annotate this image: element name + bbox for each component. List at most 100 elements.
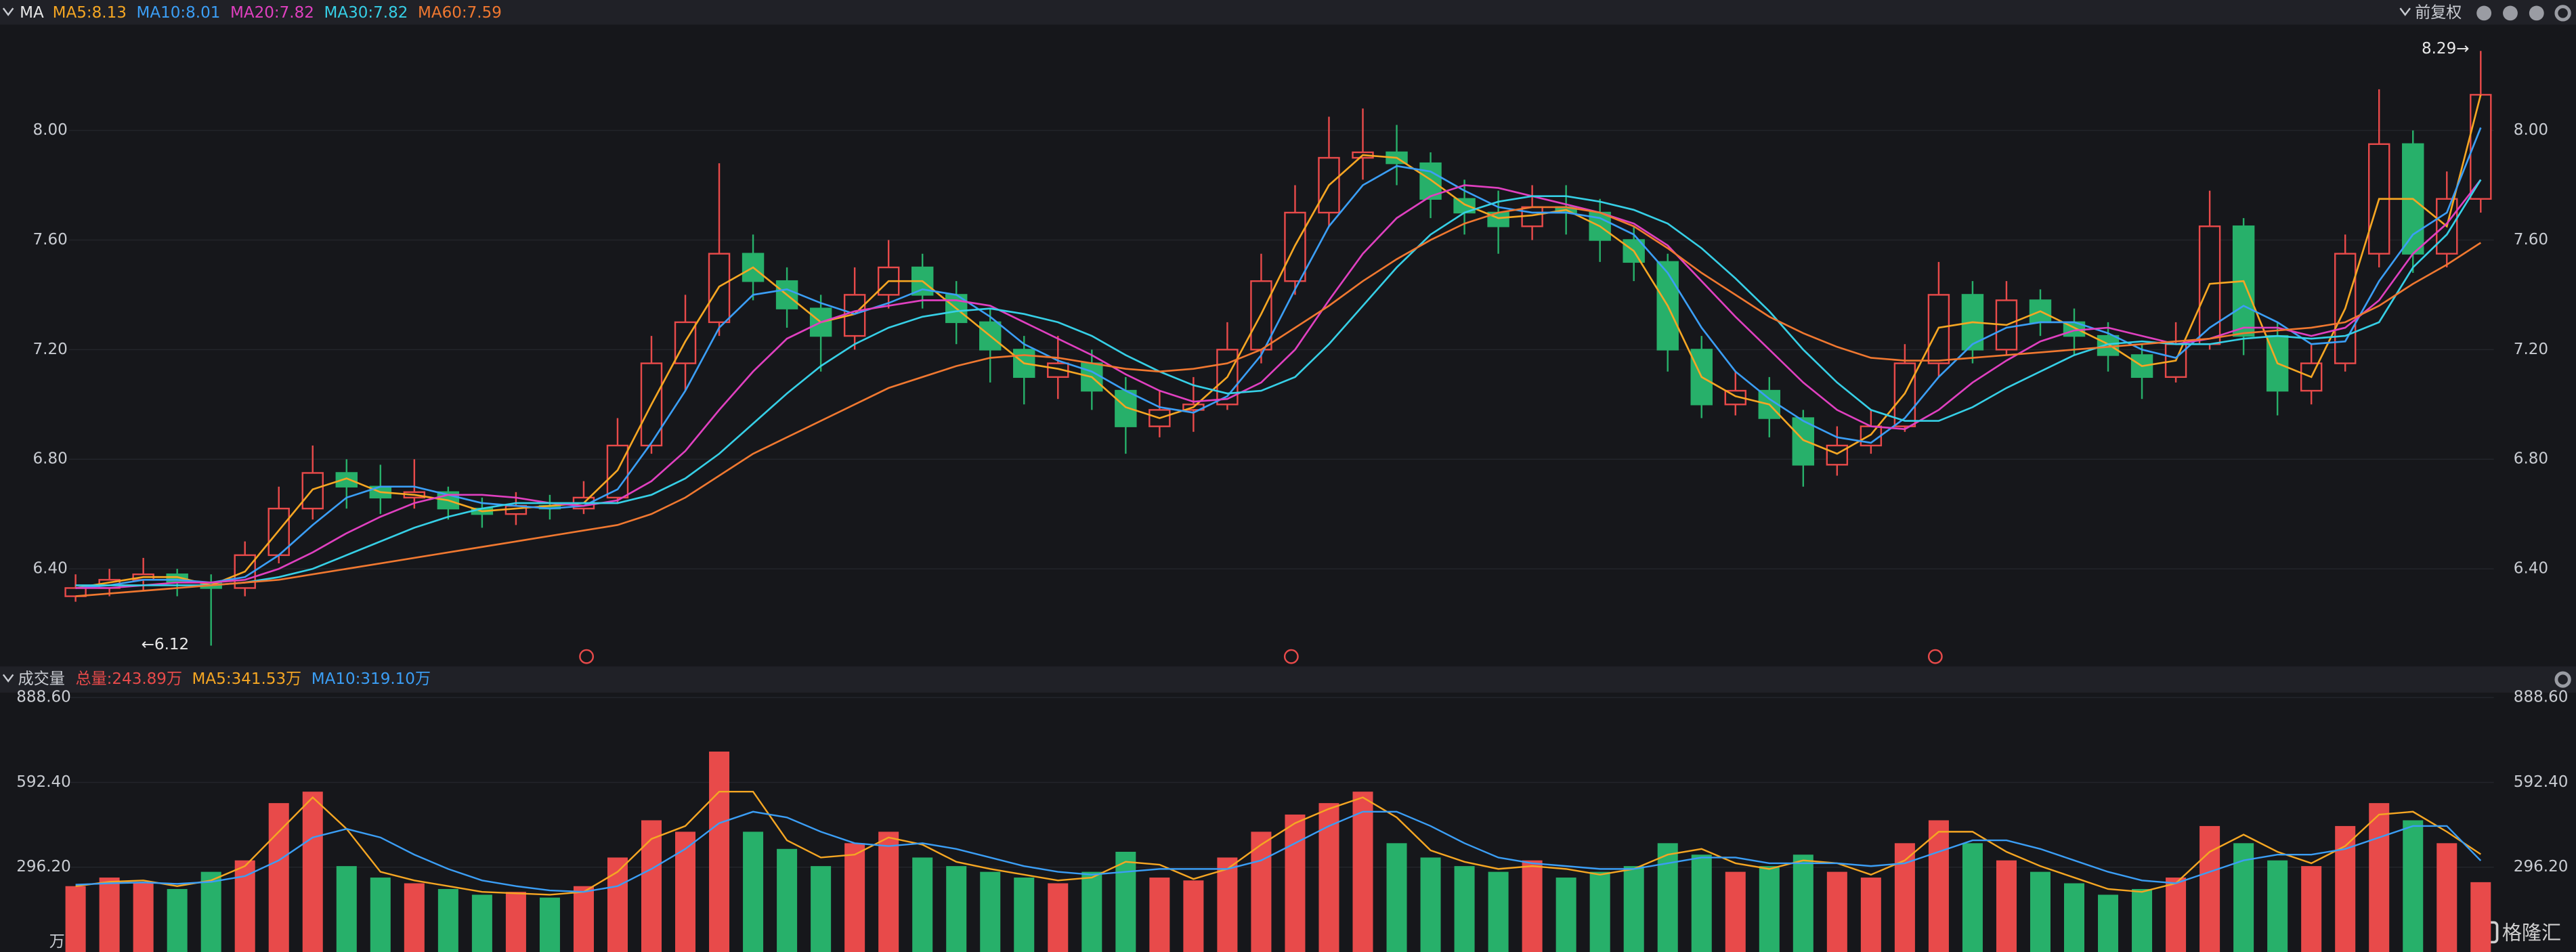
zoom-out-button[interactable]: [2529, 5, 2544, 21]
volume-bar: [1996, 860, 2017, 952]
volume-title: 成交量: [18, 670, 65, 688]
ma-line: [75, 206, 2482, 597]
volume-bar: [2335, 825, 2356, 952]
legend-entry: MA60:7.59: [418, 4, 502, 22]
volume-bar: [2369, 803, 2390, 952]
event-markers: [579, 649, 1943, 664]
volume-bar: [743, 831, 764, 952]
settings-button[interactable]: [2554, 5, 2571, 22]
y-tick-label-right: 6.40: [2514, 560, 2548, 578]
volume-bar-header: [0, 666, 2576, 693]
y-tick-label: 592.40: [16, 773, 71, 791]
volume-bar: [2301, 866, 2322, 952]
volume-bar: [777, 848, 798, 952]
legend-entry: MA5:8.13: [53, 4, 127, 22]
volume-bar: [2030, 871, 2051, 952]
volume-bar: [1386, 843, 1407, 952]
legend-entry: MA5:341.53万: [192, 670, 302, 688]
volume-bar: [234, 860, 255, 952]
indicator-name[interactable]: MA: [20, 4, 44, 22]
volume-bar: [1318, 803, 1339, 952]
collapse-icon[interactable]: [2, 7, 14, 16]
ma-line: [75, 127, 2482, 589]
event-marker[interactable]: [1927, 649, 1943, 664]
volume-bar: [539, 897, 560, 952]
y-tick-label: 6.80: [33, 450, 68, 468]
volume-collapse-icon[interactable]: [2, 674, 14, 683]
event-marker[interactable]: [1283, 649, 1299, 664]
volume-bar: [1725, 871, 1746, 952]
watermark: 格隆汇: [2502, 921, 2561, 944]
volume-bar: [336, 866, 357, 952]
volume-bar: [1488, 871, 1509, 952]
y-tick-label: 7.60: [33, 231, 68, 248]
volume-bar: [2132, 888, 2153, 952]
volume-bar: [471, 894, 492, 952]
volume-bar: [1217, 857, 1238, 952]
ma-line: [75, 179, 2482, 586]
candle-body: [1047, 362, 1069, 378]
volume-bar: [1759, 866, 1780, 952]
legend-entry: MA10:8.01: [136, 4, 220, 22]
volume-bar: [2403, 820, 2424, 952]
event-marker[interactable]: [579, 649, 595, 664]
adjust-mode[interactable]: 前复权: [2415, 4, 2462, 22]
top-bar: [0, 0, 2576, 25]
volume-bar: [1285, 815, 1306, 952]
max-price-label: 8.29→: [2422, 40, 2470, 58]
legend-entry: MA10:319.10万: [312, 670, 431, 688]
candle-body: [1690, 349, 1713, 406]
minimize-button[interactable]: [2476, 5, 2492, 21]
volume-bar: [1589, 871, 1610, 952]
volume-bar: [1555, 878, 1576, 952]
volume-bar: [1962, 843, 1983, 952]
volume-bar: [437, 888, 458, 952]
candle-body: [1826, 444, 1849, 466]
volume-bar: [980, 871, 1001, 952]
volume-bar: [302, 792, 323, 952]
volume-bar: [1826, 871, 1847, 952]
volume-bar: [1115, 851, 1136, 952]
volume-bar: [2233, 843, 2254, 952]
window-controls: [2476, 5, 2571, 688]
y-tick-label: 8.00: [33, 121, 68, 139]
volume-bar: [1183, 880, 1204, 952]
volume-total: 总量:243.89万: [76, 670, 182, 688]
volume-bar: [2437, 843, 2457, 952]
min-price-label: ←6.12: [142, 636, 190, 653]
candle-body: [1318, 156, 1340, 214]
volume-bar: [641, 820, 662, 952]
y-tick-label-right: 7.20: [2514, 341, 2548, 358]
volume-bar: [1352, 792, 1373, 952]
y-tick-label-right: 6.80: [2514, 450, 2548, 468]
y-tick-label-right: 7.60: [2514, 231, 2548, 248]
zoom-in-button[interactable]: [2503, 5, 2518, 21]
volume-bar: [573, 886, 594, 952]
volume-bar: [133, 883, 154, 952]
ma-line: [75, 179, 2482, 589]
volume-bar: [1522, 860, 1543, 952]
volume-bar: [2098, 894, 2119, 952]
volume-bar: [1048, 883, 1069, 952]
volume-bar: [404, 883, 425, 952]
volume-bar: [2470, 882, 2491, 952]
volume-bar: [1657, 843, 1678, 952]
volume-bar: [2063, 883, 2085, 952]
volume-settings-button[interactable]: [2554, 671, 2571, 688]
adjust-dropdown-icon[interactable]: [2399, 7, 2411, 16]
volume-bar: [1860, 878, 1881, 952]
candle-body: [1623, 239, 1645, 263]
legend-entry: MA30:7.82: [324, 4, 408, 22]
volume-bar: [1420, 857, 1441, 952]
y-tick-label-right: 8.00: [2514, 121, 2548, 139]
volume-ma-line: [75, 810, 2482, 893]
volume-bar: [2199, 825, 2220, 952]
volume-bar: [2166, 878, 2187, 952]
candle-body: [1419, 162, 1442, 200]
volume-bar: [878, 831, 899, 952]
volume-bar: [1081, 871, 1102, 952]
volume-bar: [167, 888, 188, 952]
volume-bar: [1623, 866, 1644, 952]
